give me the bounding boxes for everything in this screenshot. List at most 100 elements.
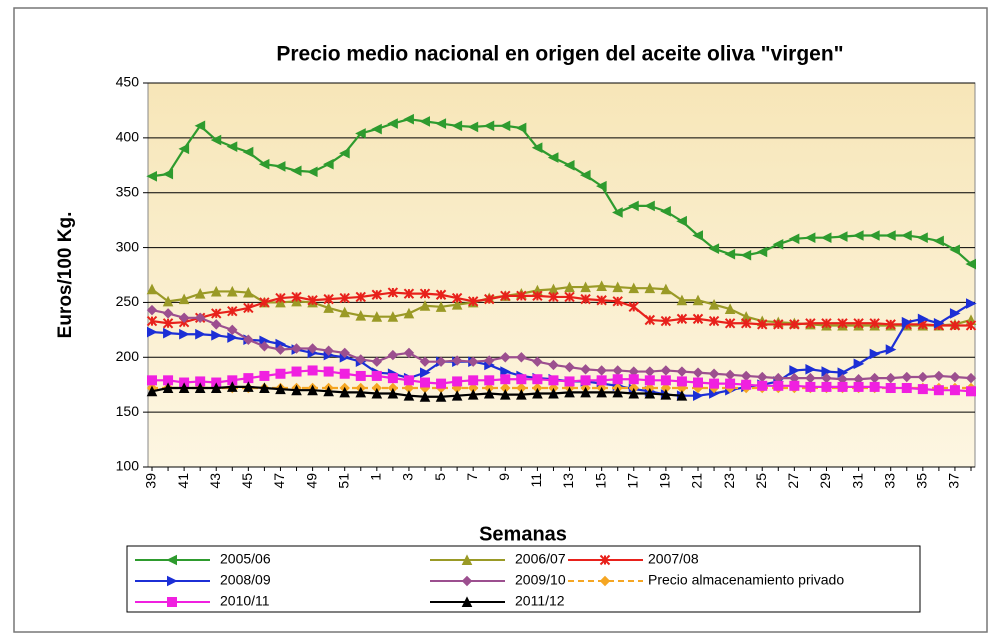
marker <box>869 230 880 241</box>
marker <box>933 385 944 396</box>
marker <box>564 291 575 303</box>
marker <box>500 366 511 377</box>
x-tick-label: 37 <box>946 473 962 489</box>
marker <box>147 375 157 386</box>
marker <box>580 293 591 305</box>
marker <box>178 312 190 323</box>
marker <box>227 324 238 336</box>
marker <box>339 306 351 318</box>
marker <box>612 207 623 218</box>
marker <box>403 113 414 125</box>
marker <box>644 314 656 326</box>
marker <box>291 366 302 377</box>
marker <box>612 386 624 398</box>
marker <box>146 315 158 327</box>
marker <box>564 281 575 293</box>
marker <box>163 327 174 339</box>
marker <box>612 281 624 293</box>
x-tick-label: 41 <box>175 473 191 489</box>
x-tick-label: 19 <box>657 473 673 489</box>
marker <box>644 282 656 294</box>
marker <box>596 365 607 376</box>
marker <box>467 356 479 367</box>
marker <box>949 244 960 256</box>
marker <box>693 390 704 401</box>
marker <box>210 134 222 146</box>
series-line <box>151 385 683 398</box>
marker <box>403 375 414 386</box>
marker <box>548 359 559 371</box>
marker <box>933 317 945 329</box>
marker <box>660 206 671 217</box>
marker <box>467 296 479 307</box>
marker <box>162 318 174 329</box>
y-tick-label: 200 <box>116 348 140 364</box>
marker <box>467 388 479 400</box>
x-tick-label: 5 <box>432 473 448 481</box>
marker <box>227 305 238 317</box>
marker <box>580 364 591 375</box>
marker <box>596 375 607 386</box>
marker <box>371 289 383 300</box>
x-tick-label: 33 <box>881 473 897 489</box>
marker <box>692 294 704 306</box>
plot-area <box>147 82 976 468</box>
marker <box>194 288 206 299</box>
marker <box>869 381 880 392</box>
marker <box>242 146 254 158</box>
marker <box>516 388 527 400</box>
marker <box>949 308 961 319</box>
marker <box>307 365 318 376</box>
marker <box>757 380 768 391</box>
marker <box>966 386 976 397</box>
marker <box>516 352 527 363</box>
marker <box>580 375 591 386</box>
marker <box>933 370 945 382</box>
marker <box>291 343 302 354</box>
legend-label: 2009/10 <box>515 572 566 588</box>
marker <box>579 169 591 181</box>
marker <box>548 387 559 399</box>
marker <box>306 166 318 178</box>
marker <box>949 385 960 396</box>
marker <box>515 122 527 134</box>
marker <box>885 383 896 394</box>
marker <box>403 347 415 359</box>
legend-marker <box>599 575 611 587</box>
x-tick-label: 25 <box>753 473 769 489</box>
marker <box>452 376 463 387</box>
marker <box>548 291 559 303</box>
marker <box>291 384 302 396</box>
x-tick-label: 49 <box>303 473 319 489</box>
marker <box>709 378 720 389</box>
marker <box>708 315 720 327</box>
marker <box>692 313 704 325</box>
marker <box>387 349 399 361</box>
marker <box>917 313 929 325</box>
marker <box>676 390 688 401</box>
marker <box>741 379 752 390</box>
marker <box>162 308 174 319</box>
marker <box>451 120 463 132</box>
marker <box>596 180 607 192</box>
marker <box>387 118 398 129</box>
marker <box>966 298 977 309</box>
marker <box>146 283 158 295</box>
marker <box>387 387 399 399</box>
x-tick-label: 7 <box>464 473 480 481</box>
marker <box>355 309 367 321</box>
y-tick-label: 250 <box>116 293 140 309</box>
marker <box>693 377 703 388</box>
x-tick-label: 17 <box>624 473 640 489</box>
marker <box>259 341 270 352</box>
marker <box>821 381 832 392</box>
marker <box>725 378 736 389</box>
y-tick-label: 150 <box>116 403 140 419</box>
marker <box>211 330 222 341</box>
marker <box>259 382 270 394</box>
marker <box>628 374 639 385</box>
marker <box>211 319 222 330</box>
marker <box>178 382 190 394</box>
marker <box>146 304 158 316</box>
marker <box>275 344 286 355</box>
